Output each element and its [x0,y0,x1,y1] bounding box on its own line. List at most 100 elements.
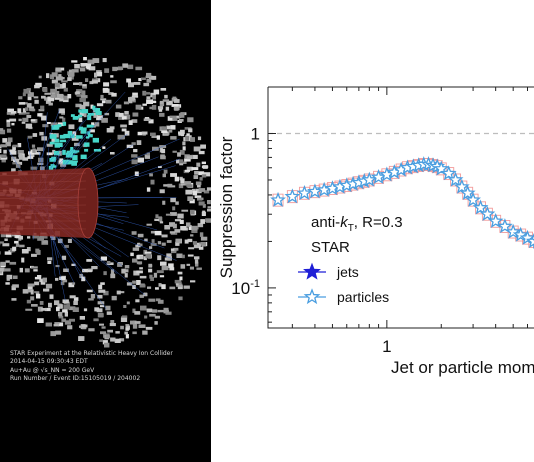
calorimeter-tower [115,104,122,109]
particles-point [497,218,513,234]
calorimeter-tower [110,337,116,342]
jet-tower [59,134,66,139]
calorimeter-tower [134,311,141,315]
calorimeter-tower [9,150,17,155]
calorimeter-tower [188,128,193,133]
calorimeter-tower [18,118,22,122]
calorimeter-tower [47,260,52,264]
particles-point [465,191,481,207]
calorimeter-tower [169,115,177,118]
calorimeter-tower [45,99,51,104]
calorimeter-tower [94,72,98,78]
calorimeter-tower [15,158,20,164]
calorimeter-tower [207,200,211,205]
calorimeter-tower [161,126,167,132]
calorimeter-tower [103,290,109,296]
calorimeter-tower [45,283,53,289]
calorimeter-tower [198,188,206,192]
calorimeter-tower [187,156,193,160]
calorimeter-tower [88,298,94,301]
calorimeter-tower [131,154,138,158]
calorimeter-tower [29,108,35,112]
calorimeter-tower [106,99,112,104]
calorimeter-tower [27,283,35,287]
calorimeter-tower [83,308,88,312]
calorimeter-tower [102,146,106,149]
calorimeter-tower [185,189,193,195]
calorimeter-tower [106,128,114,133]
beam-tube-stripe [0,204,87,207]
y-tick-label: 1 [251,124,260,143]
calorimeter-tower [170,212,177,216]
calorimeter-tower [161,130,168,133]
calorimeter-tower [41,308,47,311]
calorimeter-tower [207,206,211,209]
calorimeter-tower [196,267,202,270]
calorimeter-tower [190,209,195,215]
calorimeter-tower [56,93,64,99]
jet-tower [62,149,66,155]
calorimeter-tower [136,261,143,265]
calorimeter-tower [63,304,71,310]
calorimeter-tower [0,261,7,266]
calorimeter-tower [21,257,25,263]
calorimeter-tower [41,95,46,99]
calorimeter-tower [170,173,177,177]
calorimeter-tower [69,295,76,299]
calorimeter-tower [19,267,23,273]
calorimeter-tower [132,247,140,251]
calorimeter-tower [56,306,60,312]
calorimeter-tower [101,117,108,123]
calorimeter-tower [159,221,164,224]
calorimeter-tower [68,124,75,130]
calorimeter-tower [162,173,166,178]
calorimeter-tower [181,254,185,259]
calorimeter-tower [30,119,36,122]
event-display-graphic [0,57,211,348]
calorimeter-tower [148,263,153,268]
jet-tower [51,165,57,168]
calorimeter-tower [55,330,62,335]
calorimeter-tower [121,128,127,132]
calorimeter-tower [22,112,30,115]
calorimeter-tower [124,331,128,335]
calorimeter-tower [68,282,75,288]
calorimeter-tower [59,67,65,71]
calorimeter-tower [110,320,115,324]
calorimeter-tower [183,285,190,289]
calorimeter-tower [159,112,165,117]
calorimeter-tower [75,103,82,108]
calorimeter-tower [123,305,127,308]
calorimeter-tower [71,282,76,285]
calorimeter-tower [58,150,62,156]
calorimeter-tower [164,94,168,99]
calorimeter-tower [116,290,121,295]
legend: jets particles [298,262,389,305]
calorimeter-tower [161,148,166,154]
calorimeter-tower [57,303,62,309]
star-event-display: STAR Experiment at the Relativistic Heav… [0,0,211,462]
calorimeter-tower [50,88,57,94]
calorimeter-tower [160,261,167,266]
calorimeter-tower [91,113,98,116]
calorimeter-tower [59,276,66,280]
calorimeter-tower [187,254,194,257]
calorimeter-tower [31,144,36,148]
calorimeter-tower [40,105,45,110]
calorimeter-tower [27,135,33,139]
particles-point [459,184,476,200]
calorimeter-tower [200,144,206,149]
calorimeter-tower [146,72,152,78]
x-axis-label: Jet or particle mom [391,358,534,377]
calorimeter-tower [158,166,162,168]
calorimeter-tower [58,315,64,319]
calorimeter-tower [177,271,183,275]
calorimeter-tower [160,88,167,91]
calorimeter-tower [15,243,20,247]
calorimeter-tower [144,251,152,254]
calorimeter-tower [0,232,8,238]
calorimeter-tower [172,96,177,99]
experiment-label: STAR [311,239,350,256]
calorimeter-tower [131,159,138,165]
calorimeter-tower [79,111,87,116]
